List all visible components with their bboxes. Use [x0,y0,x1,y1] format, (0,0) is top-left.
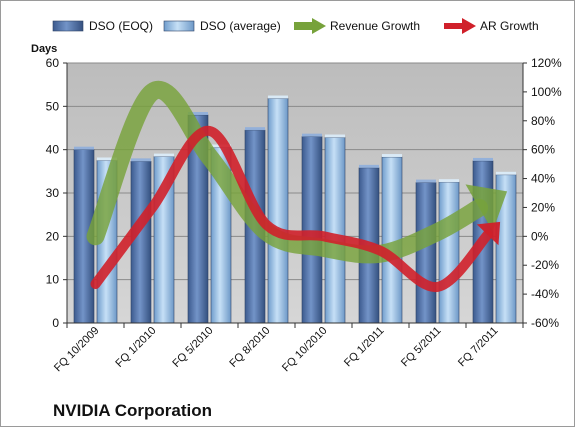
ar-growth-legend-arrow [462,18,476,34]
dso-average-bar-cap [496,171,516,175]
dso-eoq-bar-cap [131,158,151,162]
y-tick-label: 10 [46,273,60,287]
dso-eoq-bar-cap [245,127,265,131]
dso-average-bar-cap [268,95,288,99]
ar-growth-arrowhead [476,221,501,246]
dso-eoq-bar-cap [302,133,322,137]
y-tick-label: 40 [46,143,60,157]
y2-tick-label: 80% [531,114,555,128]
ar-growth-legend-label: AR Growth [480,19,539,33]
dso-average-bar-cap [382,154,402,158]
y-tick-label: 50 [46,99,60,113]
dso-eoq-legend-swatch [52,20,84,32]
x-tick-label: FQ 5/2011 [399,325,444,370]
dso-average-bar-cap [439,179,459,183]
dso-eoq-bar [130,161,152,324]
dso-average-bar-cap [97,157,117,161]
company-label: NVIDIA Corporation [53,401,212,420]
dso-eoq-bar-cap [74,146,94,150]
dso-eoq-bar-cap [416,179,436,183]
y2-tick-label: -60% [531,316,559,330]
y-tick-label: 30 [46,186,60,200]
y-tick-label: 0 [52,316,59,330]
dso-average-bar-cap [154,153,174,157]
x-tick-label: FQ 10/2010 [280,325,330,375]
revenue-growth-line [86,81,489,264]
y-axis-title: Days [31,43,57,55]
ar-growth-line [90,125,493,292]
x-tick-label: FQ 5/2010 [170,325,215,370]
y2-tick-label: 120% [531,56,562,70]
revenue-growth-legend-label: Revenue Growth [330,19,420,33]
legend: DSO (EOQ) DSO (average) Revenue Growth AR G… [52,18,539,34]
x-tick-label: FQ 1/2010 [113,325,158,370]
growth-lines [86,81,508,292]
dso-eoq-bar-cap [473,157,493,161]
y2-tick-label: 0% [531,229,549,243]
dso-eoq-legend-label: DSO (EOQ) [89,19,153,33]
revenue-growth-legend-arrow [312,18,326,34]
x-tick-label: FQ 1/2011 [342,325,387,370]
y-tick-label: 60 [46,56,60,70]
x-tick-label: FQ 10/2009 [52,325,102,375]
dso-average-bar-cap [325,134,345,138]
dso-average-bar [324,137,346,324]
revenue-growth-arrowhead [465,184,508,232]
y2-tick-label: 100% [531,85,562,99]
dso-eoq-bar [301,136,323,324]
y2-tick-label: -20% [531,258,559,272]
dso-eoq-bar [415,182,437,324]
dso-average-legend-label: DSO (average) [200,19,281,33]
dso-eoq-bar-cap [359,164,379,168]
y2-tick-label: 20% [531,200,555,214]
dso-average-bar [267,98,289,324]
dso-average-legend-swatch [163,20,195,32]
dso-eoq-bar-cap [188,112,208,115]
x-tick-label: FQ 7/2011 [456,325,501,370]
dso-average-bar [438,181,460,324]
y2-tick-label: 60% [531,143,555,157]
x-tick-label: FQ 8/2010 [227,325,272,370]
y2-tick-label: 40% [531,172,555,186]
y-tick-label: 20 [46,229,60,243]
y2-tick-label: -40% [531,287,559,301]
